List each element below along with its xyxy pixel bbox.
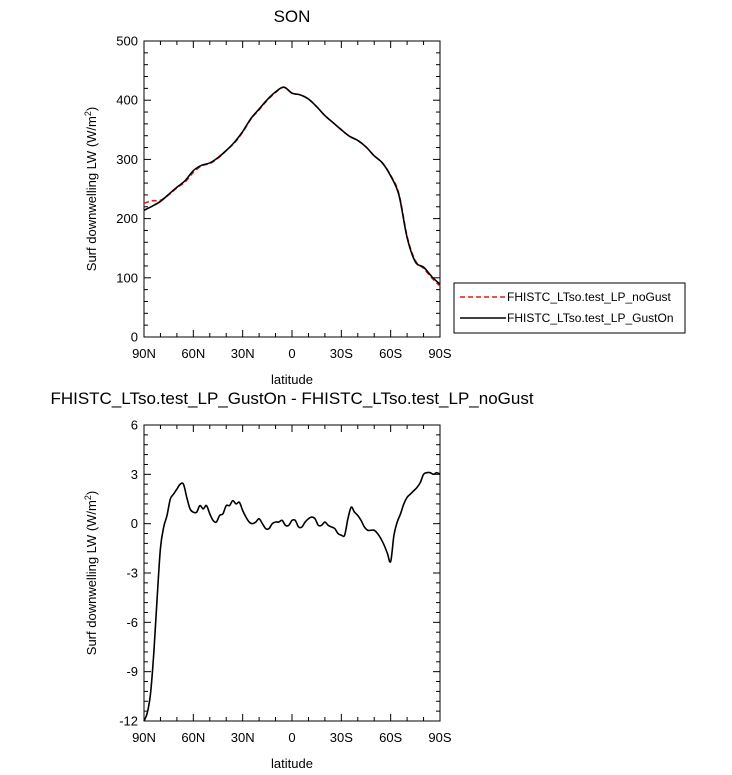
bottom-plot-frame xyxy=(143,424,441,722)
top-x-tick-label: 30S xyxy=(330,346,353,361)
bottom-y-tick-label: 0 xyxy=(131,516,138,531)
top-y-axis-label: Surf downwelling LW (W/m2) xyxy=(83,107,99,271)
top-panel: SON 90N 60N 30N 0 30S 60S 90S 0 100 200 300 400 500… xyxy=(83,7,452,387)
bottom-y-ticks: -12 -9 -6 -3 0 3 6 xyxy=(119,418,440,729)
legend-label-GustOn: FHISTC_LTso.test_LP_GustOn xyxy=(507,311,674,325)
legend: FHISTC_LTso.test_LP_noGust FHISTC_LTso.t… xyxy=(453,282,686,334)
top-x-ticks: 90N 60N 30N 0 30S 60S 90S xyxy=(132,41,452,361)
bottom-x-tick-label: 30S xyxy=(330,730,353,745)
legend-box xyxy=(453,282,686,334)
top-y-tick-label: 100 xyxy=(116,270,138,285)
top-y-axis-label-sup: 2 xyxy=(83,111,93,116)
bottom-series-group xyxy=(143,471,441,722)
legend-label-noGust: FHISTC_LTso.test_LP_noGust xyxy=(507,290,672,304)
top-x-axis-label: latitude xyxy=(271,372,313,387)
top-y-tick-label: 200 xyxy=(116,211,138,226)
bottom-x-tick-label: 90S xyxy=(428,730,451,745)
top-y-axis-label-main: Surf downwelling LW (W/m xyxy=(84,116,99,271)
bottom-y-tick-label: -6 xyxy=(126,615,138,630)
top-x-tick-label: 60N xyxy=(181,346,205,361)
bottom-x-tick-label: 0 xyxy=(288,730,295,745)
top-x-tick-label: 90N xyxy=(132,346,156,361)
top-y-tick-label: 300 xyxy=(116,152,138,167)
bottom-panel: FHISTC_LTso.test_LP_GustOn - FHISTC_LTso… xyxy=(50,389,533,771)
bottom-chart-title: FHISTC_LTso.test_LP_GustOn - FHISTC_LTso… xyxy=(50,389,533,408)
top-x-tick-label: 90S xyxy=(428,346,451,361)
top-y-tick-label: 400 xyxy=(116,93,138,108)
top-x-tick-label: 0 xyxy=(288,346,295,361)
bottom-x-ticks: 90N 60N 30N 0 30S 60S 90S xyxy=(132,425,452,745)
top-y-tick-label: 500 xyxy=(116,34,138,49)
top-y-ticks: 0 100 200 300 400 500 xyxy=(116,34,440,345)
bottom-y-tick-label: -12 xyxy=(119,714,138,729)
bottom-x-tick-label: 60S xyxy=(379,730,402,745)
top-y-axis-label-close: ) xyxy=(84,107,99,111)
top-series-line-GustOn xyxy=(143,86,441,285)
top-y-tick-label: 0 xyxy=(131,330,138,345)
bottom-x-axis-label: latitude xyxy=(271,756,313,771)
bottom-x-tick-label: 30N xyxy=(231,730,255,745)
bottom-y-axis-label-sup: 2 xyxy=(83,495,93,500)
bottom-y-tick-label: -3 xyxy=(126,566,138,581)
bottom-y-axis-label: Surf downwelling LW (W/m2) xyxy=(83,491,99,655)
bottom-y-axis-label-main: Surf downwelling LW (W/m xyxy=(84,500,99,655)
top-x-tick-label: 60S xyxy=(379,346,402,361)
bottom-y-tick-label: 6 xyxy=(131,418,138,433)
top-x-tick-label: 30N xyxy=(231,346,255,361)
bottom-series-line-difference xyxy=(143,471,441,722)
bottom-y-axis-label-close: ) xyxy=(84,491,99,495)
top-chart-title: SON xyxy=(274,7,311,26)
top-series-group xyxy=(143,86,441,287)
bottom-x-tick-label: 90N xyxy=(132,730,156,745)
bottom-x-tick-label: 60N xyxy=(181,730,205,745)
top-plot-frame xyxy=(143,40,441,338)
bottom-y-tick-label: 3 xyxy=(131,467,138,482)
bottom-y-tick-label: -9 xyxy=(126,664,138,679)
